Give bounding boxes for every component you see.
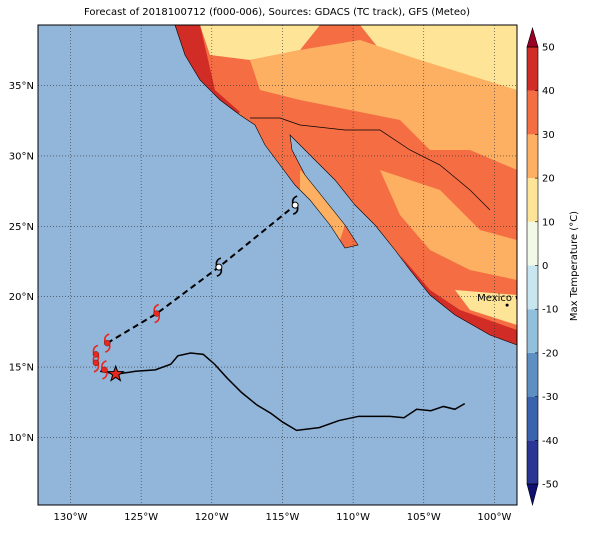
colorbar-segment xyxy=(527,221,538,266)
colorbar-segment xyxy=(527,90,538,135)
colorbar-tick-label: 30 xyxy=(542,130,555,141)
colorbar-tick-label: -30 xyxy=(542,392,558,403)
map-frame xyxy=(37,24,518,506)
colorbar-tick-label: 40 xyxy=(542,86,555,97)
storm-eye xyxy=(153,310,160,317)
colorbar-label: Max Temperature (°C) xyxy=(569,211,580,321)
place-marker xyxy=(505,303,509,307)
colorbar-segment xyxy=(527,440,538,484)
x-tick-label: 110°W xyxy=(336,512,370,523)
colorbar-segment xyxy=(527,134,538,179)
colorbar-segment xyxy=(527,178,538,222)
colorbar-extend-low xyxy=(526,483,539,507)
storm-eye xyxy=(92,359,100,366)
colorbar-tick-label: -10 xyxy=(542,305,558,316)
colorbar-tick-label: 0 xyxy=(542,261,548,272)
colorbar-tick-label: -20 xyxy=(542,348,558,359)
storm-eye xyxy=(101,366,108,374)
colorbar-tick-label: 50 xyxy=(542,43,555,54)
colorbar-segment xyxy=(527,265,538,310)
x-tick-label: 120°W xyxy=(195,512,229,523)
colorbar-tick-label: 10 xyxy=(542,217,555,228)
y-tick-label: 15°N xyxy=(9,363,34,374)
storm-symbol xyxy=(153,303,160,324)
past-track xyxy=(100,352,466,432)
colorbar-extend-high xyxy=(526,26,539,48)
forecast-track xyxy=(106,204,296,344)
y-tick-label: 10°N xyxy=(9,433,34,444)
colorbar-tick-label: 20 xyxy=(542,174,555,185)
storm-eye xyxy=(215,263,223,271)
colorbar-segment xyxy=(527,309,538,353)
storm-eye xyxy=(104,339,111,347)
storm-symbol xyxy=(291,195,299,215)
colorbar-tick-label: -50 xyxy=(542,480,558,491)
border xyxy=(250,117,491,211)
x-tick-label: 100°W xyxy=(477,512,511,523)
colorbar-segment xyxy=(527,396,538,441)
colorbar-tick-label: -40 xyxy=(542,436,558,447)
storm-symbol xyxy=(92,353,100,373)
storm-symbol xyxy=(101,360,108,380)
x-tick-label: 105°W xyxy=(407,512,441,523)
y-tick-label: 35°N xyxy=(9,81,34,92)
storm-symbol xyxy=(215,257,223,277)
place-label: Mexico City xyxy=(477,293,535,304)
colorbar-segment xyxy=(527,352,538,397)
y-tick-label: 20°N xyxy=(9,292,34,303)
current-position xyxy=(106,364,125,382)
x-tick-label: 130°W xyxy=(54,512,88,523)
chart-title: Forecast of 2018100712 (f000-006), Sourc… xyxy=(84,7,470,18)
storm-eye xyxy=(291,201,299,209)
storm-symbol xyxy=(103,333,111,353)
x-tick-label: 115°W xyxy=(265,512,299,523)
y-tick-label: 30°N xyxy=(9,151,34,162)
y-tick-label: 25°N xyxy=(9,222,34,233)
x-tick-label: 125°W xyxy=(124,512,158,523)
colorbar-segment xyxy=(527,47,538,91)
